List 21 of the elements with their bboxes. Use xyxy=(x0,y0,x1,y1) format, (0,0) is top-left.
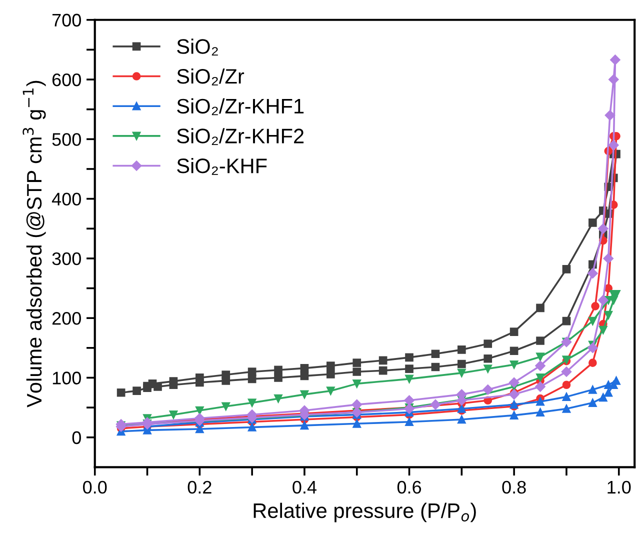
x-axis-title: Relative pressure (P/P$_{o}$) xyxy=(254,502,476,522)
y-tick-label: 100 xyxy=(52,372,81,384)
y-tick-label: 400 xyxy=(52,192,81,206)
x-tick-label: 0.0 xyxy=(83,480,107,494)
legend-label: SiO₂/Zr xyxy=(177,68,244,86)
y-tick-label: 700 xyxy=(52,14,81,27)
y-tick-label: 600 xyxy=(52,73,81,86)
y-tick-label: 200 xyxy=(52,312,81,325)
legend-label: SiO₂/Zr-KHF2 xyxy=(177,128,304,146)
x-tick-label: 0.2 xyxy=(188,480,212,494)
x-tick-label: 0.6 xyxy=(397,480,422,494)
y-tick-label: 300 xyxy=(52,252,81,266)
x-tick-label: 0.4 xyxy=(292,480,316,494)
legend-label: SiO₂ xyxy=(177,38,218,56)
x-tick-label: 0.8 xyxy=(502,480,526,494)
y-axis-title: Volume adsorbed (@STP cm$^{3}$ g$^{−1}$) xyxy=(22,80,46,408)
y-tick-label: 0 xyxy=(72,431,81,444)
legend-label: SiO₂/Zr-KHF1 xyxy=(177,98,304,116)
x-tick-label: 1.0 xyxy=(608,480,631,494)
y-tick-label: 500 xyxy=(52,133,81,146)
legend-label: SiO₂-KHF xyxy=(177,158,267,175)
